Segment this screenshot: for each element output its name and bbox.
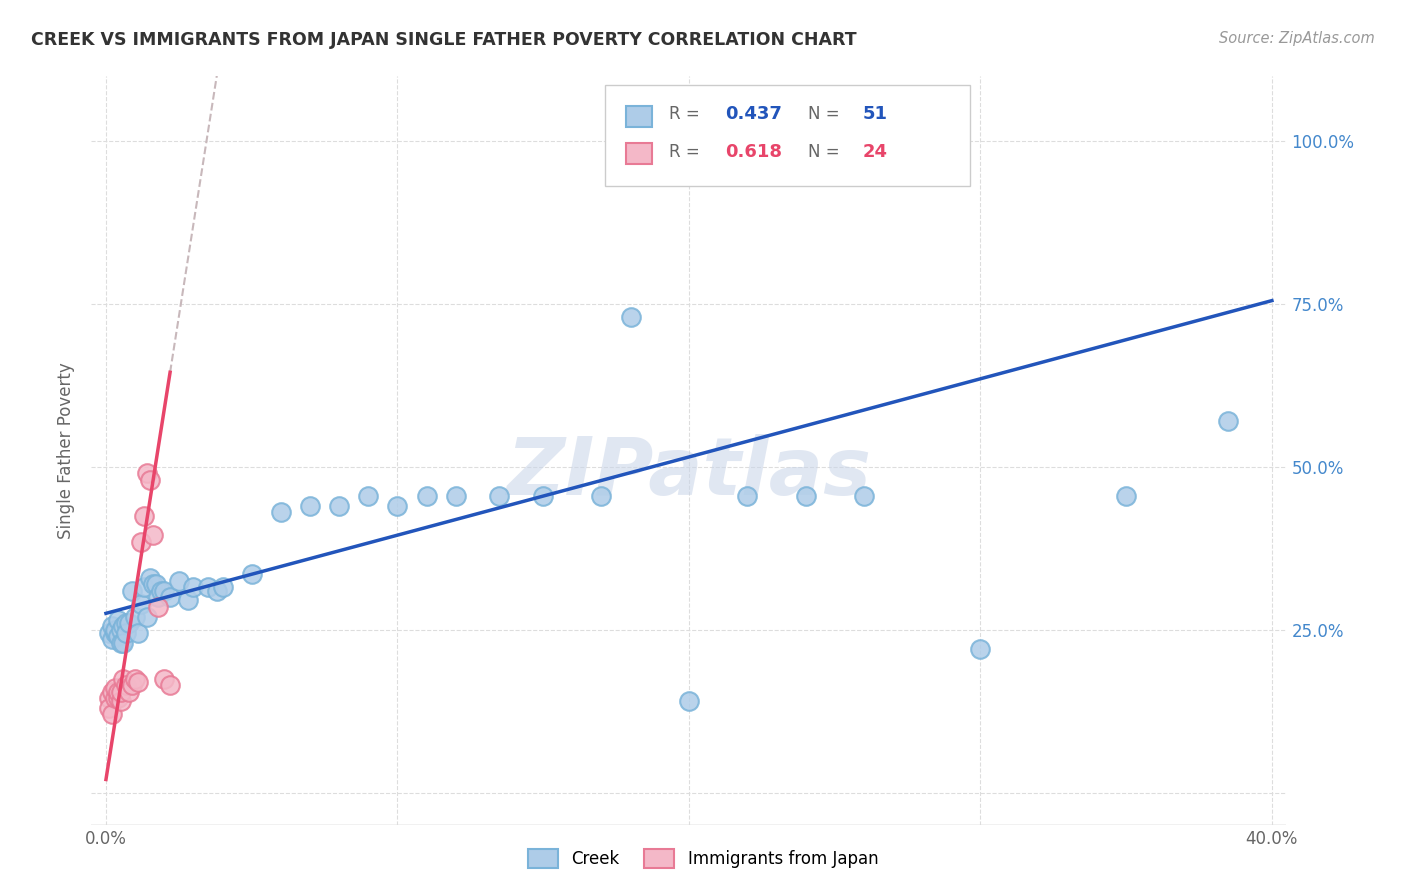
FancyBboxPatch shape — [626, 143, 652, 164]
Text: 0.437: 0.437 — [725, 105, 782, 123]
Point — [121, 678, 143, 692]
Point — [132, 508, 155, 523]
Point — [129, 534, 152, 549]
Text: 24: 24 — [862, 143, 887, 161]
Text: CREEK VS IMMIGRANTS FROM JAPAN SINGLE FATHER POVERTY CORRELATION CHART: CREEK VS IMMIGRANTS FROM JAPAN SINGLE FA… — [31, 31, 856, 49]
Point — [115, 616, 138, 631]
Point — [97, 691, 120, 706]
Point — [868, 134, 890, 148]
Point — [1115, 489, 1137, 503]
Point — [115, 678, 138, 692]
Point — [531, 489, 554, 503]
Point — [127, 674, 149, 689]
Point — [132, 580, 155, 594]
Point — [620, 310, 643, 324]
Point — [124, 609, 146, 624]
Point — [211, 580, 233, 594]
Point — [183, 580, 205, 594]
Point — [97, 701, 120, 715]
Point — [153, 583, 176, 598]
Point — [107, 684, 129, 698]
Point — [240, 567, 263, 582]
Text: R =: R = — [669, 143, 699, 161]
Legend: Creek, Immigrants from Japan: Creek, Immigrants from Japan — [519, 840, 887, 877]
Point — [112, 672, 135, 686]
Point — [298, 499, 321, 513]
Point — [148, 590, 170, 604]
FancyBboxPatch shape — [605, 85, 970, 186]
Y-axis label: Single Father Poverty: Single Father Poverty — [58, 362, 76, 539]
Point — [101, 684, 124, 698]
Point — [107, 629, 129, 643]
Point — [112, 619, 135, 633]
Point — [127, 626, 149, 640]
Point — [101, 707, 124, 722]
Point — [328, 499, 350, 513]
Point — [145, 577, 167, 591]
Point — [678, 694, 700, 708]
Text: N =: N = — [808, 143, 839, 161]
Point — [129, 597, 152, 611]
Point — [138, 570, 160, 584]
Point — [357, 489, 380, 503]
Point — [101, 632, 124, 647]
Point — [159, 678, 181, 692]
Point — [838, 134, 860, 148]
Text: Source: ZipAtlas.com: Source: ZipAtlas.com — [1219, 31, 1375, 46]
Point — [107, 691, 129, 706]
Point — [159, 590, 181, 604]
Point — [115, 626, 138, 640]
Point — [110, 635, 132, 649]
Point — [415, 489, 437, 503]
Text: 51: 51 — [862, 105, 887, 123]
Point — [112, 635, 135, 649]
Point — [107, 613, 129, 627]
Point — [794, 489, 817, 503]
Point — [176, 593, 198, 607]
Point — [121, 583, 143, 598]
Point — [270, 505, 292, 519]
FancyBboxPatch shape — [626, 105, 652, 127]
Point — [104, 623, 127, 637]
Point — [148, 599, 170, 614]
Text: 0.618: 0.618 — [725, 143, 782, 161]
Point — [135, 609, 157, 624]
Point — [634, 134, 657, 148]
Point — [110, 623, 132, 637]
Point — [648, 134, 671, 148]
Point — [153, 672, 176, 686]
Point — [444, 489, 467, 503]
Text: ZIPatlas: ZIPatlas — [506, 434, 872, 512]
Point — [205, 583, 228, 598]
Point — [852, 489, 875, 503]
Point — [118, 616, 141, 631]
Point — [197, 580, 219, 594]
Point — [387, 499, 409, 513]
Point — [104, 626, 127, 640]
Point — [150, 583, 173, 598]
Point — [104, 681, 127, 696]
Point — [110, 684, 132, 698]
Point — [488, 489, 510, 503]
Point — [142, 577, 165, 591]
Point — [1218, 414, 1240, 428]
Point — [110, 694, 132, 708]
Point — [118, 684, 141, 698]
Point — [135, 467, 157, 481]
Point — [101, 619, 124, 633]
Point — [97, 626, 120, 640]
Text: R =: R = — [669, 105, 699, 123]
Point — [104, 691, 127, 706]
Text: N =: N = — [808, 105, 839, 123]
Point — [142, 528, 165, 542]
Point — [735, 489, 758, 503]
Point — [167, 574, 190, 588]
Point — [138, 473, 160, 487]
Point — [591, 489, 613, 503]
Point — [124, 672, 146, 686]
Point — [969, 642, 991, 657]
